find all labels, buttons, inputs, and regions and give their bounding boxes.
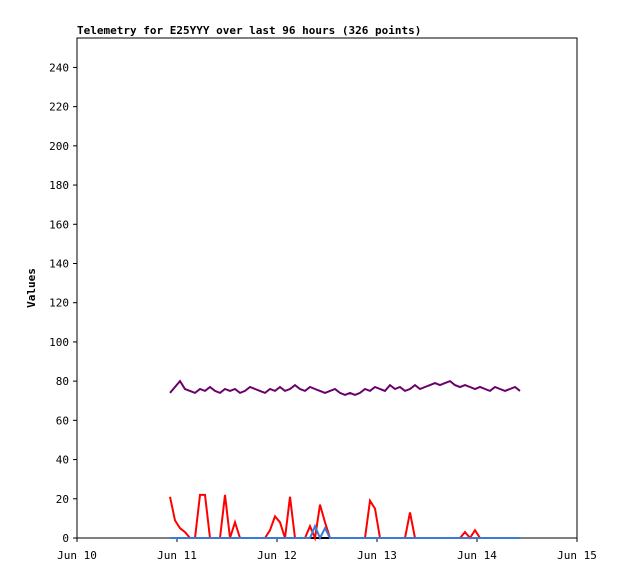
x-tick-label: Jun 13 bbox=[357, 549, 397, 562]
y-tick-label: 140 bbox=[49, 257, 69, 270]
x-tick-label: Jun 12 bbox=[257, 549, 297, 562]
y-tick-label: 180 bbox=[49, 179, 69, 192]
x-tick-label: Jun 10 bbox=[57, 549, 97, 562]
x-tick-label: Jun 14 bbox=[457, 549, 497, 562]
y-tick-label: 60 bbox=[56, 414, 69, 427]
y-tick-label: 120 bbox=[49, 297, 69, 310]
chart-title: Telemetry for E25YYY over last 96 hours … bbox=[77, 24, 421, 37]
x-tick-label: Jun 15 bbox=[557, 549, 597, 562]
y-tick-label: 240 bbox=[49, 61, 69, 74]
y-tick-label: 0 bbox=[62, 532, 69, 545]
series-line bbox=[169, 493, 520, 542]
y-tick-label: 80 bbox=[56, 375, 69, 388]
y-tick-label: 160 bbox=[49, 218, 69, 231]
y-axis-label: Values bbox=[25, 268, 38, 308]
y-tick-label: 100 bbox=[49, 336, 69, 349]
x-tick-label: Jun 11 bbox=[157, 549, 197, 562]
series-line bbox=[170, 523, 520, 541]
plot-frame bbox=[76, 37, 578, 539]
y-tick-label: 40 bbox=[56, 454, 69, 467]
y-tick-label: 20 bbox=[56, 493, 69, 506]
series-line bbox=[169, 379, 521, 396]
y-tick-label: 200 bbox=[49, 140, 69, 153]
y-tick-label: 220 bbox=[49, 101, 69, 114]
